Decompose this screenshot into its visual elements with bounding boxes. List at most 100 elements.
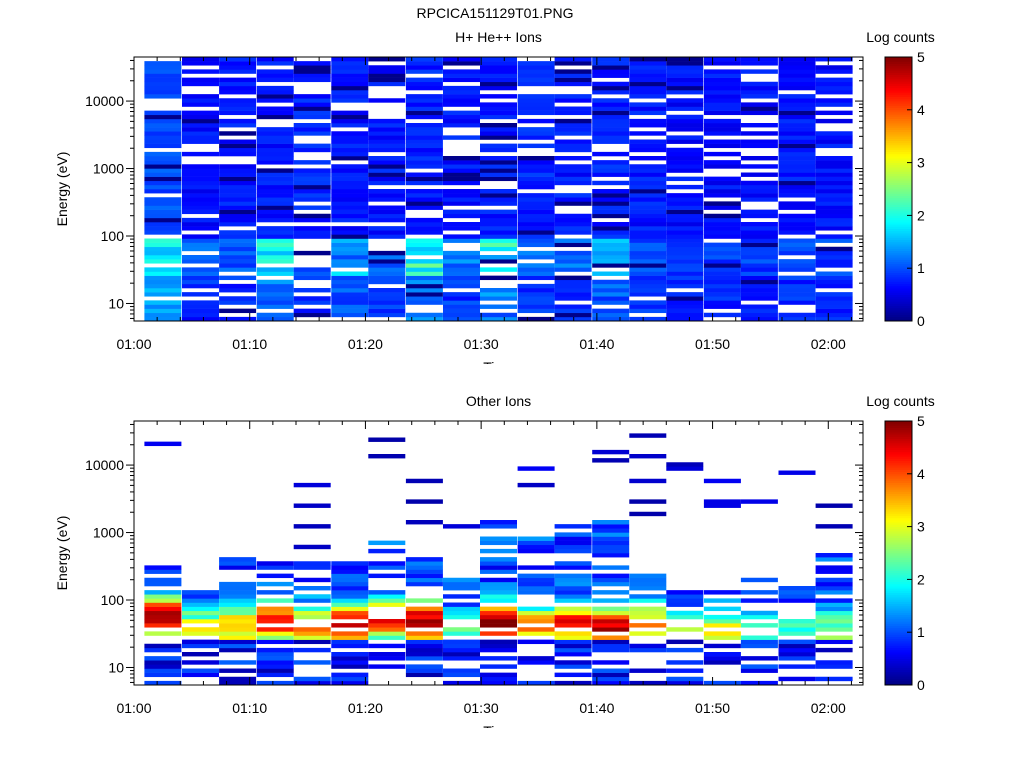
heatmap-cell — [182, 619, 219, 624]
colorbar-swatch — [885, 660, 912, 664]
heatmap-cell — [517, 197, 555, 202]
colorbar-swatch — [885, 601, 912, 604]
heatmap-cell — [740, 69, 778, 74]
heatmap-cell — [666, 69, 704, 74]
heatmap-cell — [219, 65, 257, 70]
heatmap-cell — [554, 623, 592, 628]
heatmap-cell — [219, 234, 257, 239]
heatmap-cell — [256, 226, 294, 231]
heatmap-cell — [368, 631, 406, 636]
heatmap-cell — [480, 614, 517, 620]
colorbar-swatch — [885, 118, 912, 122]
heatmap-cell — [517, 135, 555, 140]
heatmap-cell — [554, 110, 592, 116]
heatmap-cell — [368, 172, 406, 177]
heatmap-cell — [554, 594, 592, 599]
heatmap-cell — [144, 61, 182, 66]
heatmap-cell — [182, 118, 219, 124]
heatmap-cell — [778, 143, 816, 149]
heatmap-cell — [778, 586, 816, 591]
heatmap-cell — [778, 127, 816, 132]
heatmap-cell — [219, 222, 257, 227]
heatmap-cell — [629, 275, 667, 281]
heatmap-cell — [219, 557, 257, 562]
heatmap-cell — [368, 168, 406, 173]
colorbar-swatch — [885, 250, 912, 254]
heatmap-cell — [182, 234, 219, 239]
heatmap-cell — [629, 250, 667, 256]
heatmap-cell — [331, 288, 369, 293]
heatmap-cell — [592, 110, 630, 116]
heatmap-cell — [256, 561, 294, 566]
heatmap-cell — [740, 279, 778, 285]
heatmap-cell — [182, 226, 219, 231]
heatmap-cell — [778, 139, 816, 144]
heatmap-cell — [480, 606, 517, 612]
heatmap-cell — [480, 143, 517, 149]
y-tick-label: 100 — [101, 592, 125, 608]
heatmap-cell — [740, 110, 778, 116]
heatmap-cell — [778, 98, 816, 103]
heatmap-cell — [293, 594, 331, 599]
colorbar-swatch — [885, 312, 912, 315]
heatmap-cell — [293, 114, 331, 120]
heatmap-cell — [144, 565, 182, 570]
heatmap-cell — [443, 316, 480, 322]
heatmap-cell — [703, 606, 741, 612]
heatmap-cell — [405, 127, 443, 132]
heatmap-cell — [815, 255, 853, 260]
heatmap-cell — [629, 598, 667, 603]
heatmap-cell — [666, 255, 704, 260]
colorbar-swatch — [885, 277, 912, 280]
heatmap-cell — [219, 184, 257, 190]
colorbar-swatch — [885, 443, 912, 446]
heatmap-cell — [368, 69, 406, 74]
heatmap-cell — [740, 106, 778, 111]
colorbar-swatch — [885, 208, 912, 212]
colorbar-tick-label: 1 — [917, 260, 925, 276]
heatmap-cell — [443, 279, 480, 285]
colorbar-swatch — [885, 164, 912, 168]
colorbar-swatch — [885, 151, 912, 155]
heatmap-cell — [219, 164, 257, 169]
heatmap-cell — [368, 312, 406, 318]
heatmap-cell — [703, 614, 741, 620]
heatmap-cell — [443, 300, 480, 305]
heatmap-cell — [592, 660, 630, 665]
heatmap-cell — [405, 478, 443, 484]
heatmap-cell — [331, 561, 369, 566]
heatmap-cell — [592, 292, 630, 297]
heatmap-cell — [666, 160, 704, 165]
heatmap-cell — [331, 308, 369, 314]
heatmap-cell — [331, 69, 369, 74]
colorbar-swatch — [885, 614, 912, 618]
heatmap-cell — [703, 205, 741, 210]
heatmap-cell — [443, 312, 480, 318]
heatmap-cell — [331, 610, 369, 616]
heatmap-cell — [219, 69, 257, 74]
heatmap-cell — [740, 499, 778, 504]
heatmap-cell — [517, 255, 555, 260]
heatmap-cell — [815, 581, 853, 587]
heatmap-cell — [517, 193, 555, 198]
heatmap-cell — [554, 647, 592, 653]
colorbar-swatch — [885, 310, 912, 313]
heatmap-cell — [480, 292, 517, 297]
heatmap-cell — [182, 308, 219, 314]
heatmap-cell — [331, 594, 369, 599]
heatmap-cell — [443, 643, 480, 649]
heatmap-cell — [666, 147, 704, 153]
heatmap-cell — [815, 156, 853, 161]
heatmap-cell — [666, 127, 704, 132]
heatmap-cell — [144, 118, 182, 124]
heatmap-cell — [443, 57, 480, 62]
heatmap-cell — [331, 255, 369, 260]
colorbar-swatch — [885, 134, 912, 137]
heatmap-cell — [331, 606, 369, 612]
heatmap-cell — [666, 680, 704, 686]
x-tick-label: 01:40 — [579, 336, 614, 352]
heatmap-cell — [592, 57, 630, 62]
heatmap-cell — [778, 226, 816, 231]
heatmap-cell — [256, 250, 294, 256]
heatmap-cell — [182, 300, 219, 305]
